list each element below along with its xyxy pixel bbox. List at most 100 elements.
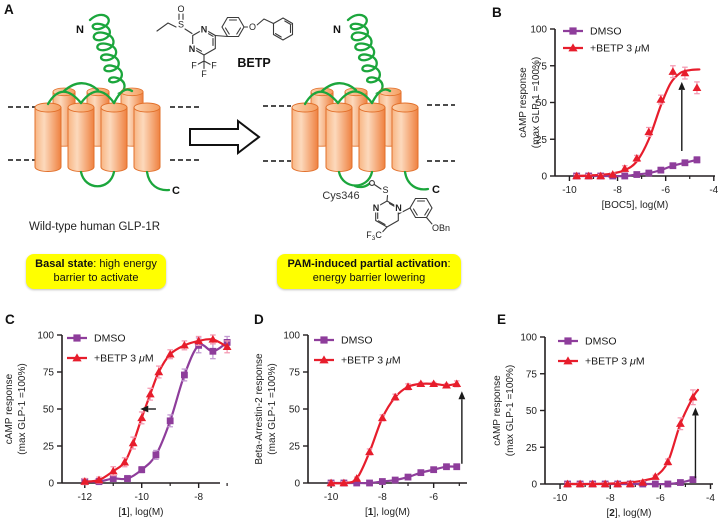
data-point (378, 478, 386, 485)
atom-f: F (211, 61, 217, 71)
receptor-loops (46, 82, 430, 192)
y-tick-label: 50 (526, 406, 538, 417)
y-axis-title: (max GLP-1 =100%) (17, 363, 28, 454)
panel-b: B -10 -8 -6 -4 0 25 50 75 100 cAMP response (max GL… (440, 0, 720, 240)
data-point (209, 347, 217, 355)
tm-helix-cylinder (100, 102, 128, 172)
betp-label: BETP (237, 56, 270, 70)
atom-n: N (373, 203, 380, 213)
y-tick-label: 25 (289, 442, 301, 453)
transition-arrow (189, 118, 261, 156)
data-point (669, 162, 677, 170)
legend-label: DMSO (94, 333, 126, 345)
y-axis-title: cAMP response (4, 373, 15, 444)
y-tick-label: 100 (283, 331, 300, 342)
legend-marker (320, 336, 328, 344)
tm-helix-cylinder (325, 102, 353, 172)
n-terminus-coil-right (346, 13, 392, 96)
data-point (152, 451, 160, 459)
data-point (429, 379, 439, 388)
data-point (664, 480, 672, 488)
x-axis-title: [BOC5], log(M) (602, 200, 669, 211)
y-tick-label: 75 (43, 368, 55, 379)
series-+betp-3-μm (572, 65, 702, 180)
x-tick-label: -10 (553, 493, 568, 504)
data-point (575, 479, 585, 488)
y-tick-label: 25 (536, 135, 548, 146)
y-tick-label: 100 (530, 25, 547, 36)
pam-activation-line2: energy barrier lowering (312, 272, 426, 285)
panel-a-letter: A (4, 2, 14, 17)
receptor-caption: Wild-type human GLP-1R (29, 221, 161, 233)
x-tick-label: -10 (134, 492, 149, 503)
data-point (145, 389, 155, 398)
data-point (442, 380, 451, 389)
data-point (663, 457, 673, 466)
data-point (430, 466, 438, 474)
atom-n: N (189, 44, 196, 54)
series-+betp-3-μm (326, 379, 462, 487)
series-+betp-3-μm (563, 388, 700, 488)
data-point (194, 336, 204, 345)
data-point (80, 477, 90, 485)
data-point (668, 67, 678, 75)
membrane-lines (8, 104, 455, 162)
annotation-arrow (678, 81, 686, 152)
data-point (452, 379, 462, 388)
legend-marker (73, 334, 81, 342)
legend: DMSO +BETP 3 μM (314, 335, 401, 367)
data-point (572, 171, 582, 180)
data-point (137, 413, 147, 422)
data-point (633, 171, 641, 178)
atom-s: S (382, 185, 388, 195)
atom-f: F (191, 61, 197, 71)
data-point (180, 340, 189, 349)
legend-label: +BETP 3 μM (590, 43, 650, 55)
data-point (390, 392, 400, 401)
legend-marker (564, 337, 572, 345)
data-point (366, 479, 373, 487)
data-point (681, 159, 689, 167)
receptor-schematic: N N C C O S (8, 3, 455, 244)
data-point (625, 479, 635, 488)
c-terminus-label-left: C (172, 185, 180, 197)
data-point (416, 379, 426, 388)
panel-a: A (0, 0, 465, 300)
data-point (166, 417, 174, 425)
y-axis-title: cAMP response (518, 67, 529, 138)
legend-label: +BETP 3 μM (94, 353, 154, 365)
x-tick-label: -6 (429, 492, 438, 503)
atom-s: S (178, 20, 184, 30)
x-tick-label: -8 (378, 492, 387, 503)
fit-curve (566, 388, 700, 486)
y-tick-label: 50 (289, 405, 301, 416)
x-tick-label: -4 (709, 185, 718, 196)
panel-c: C -12 -10 -8 0 25 50 75 100 cAMP response (max GLP… (0, 300, 250, 529)
receptor-right-helices (291, 87, 419, 172)
data-point (181, 371, 188, 379)
y-tick-label: 75 (289, 368, 301, 379)
atom-f3c: F3C (366, 230, 382, 242)
data-point (608, 170, 618, 178)
data-point (688, 392, 698, 401)
chart-compound1-arrestin: D -10 -8 -6 0 25 50 75 100 Beta-Arrestin-2 respon… (254, 312, 467, 518)
data-point (656, 95, 666, 103)
data-point (651, 480, 659, 488)
legend-label: DMSO (590, 26, 622, 38)
legend: DMSO +BETP 3 μM (67, 333, 154, 365)
y-axis-title: cAMP response (492, 375, 503, 446)
legend-label: DMSO (585, 336, 617, 348)
legend-marker (568, 43, 578, 52)
y-tick-label: 50 (536, 98, 548, 109)
data-point (417, 469, 425, 477)
data-point (563, 479, 572, 488)
x-tick-label: -10 (562, 185, 577, 196)
data-point (676, 419, 685, 427)
tm-helix-cylinder (34, 102, 62, 172)
x-tick-label: -12 (78, 492, 93, 503)
data-point (154, 367, 164, 376)
chart-compound1-camp: C -12 -10 -8 0 25 50 75 100 cAMP response (max GLP… (4, 312, 232, 518)
y-tick-label: 25 (43, 442, 55, 453)
fit-curve (575, 68, 701, 178)
data-point (109, 475, 117, 482)
